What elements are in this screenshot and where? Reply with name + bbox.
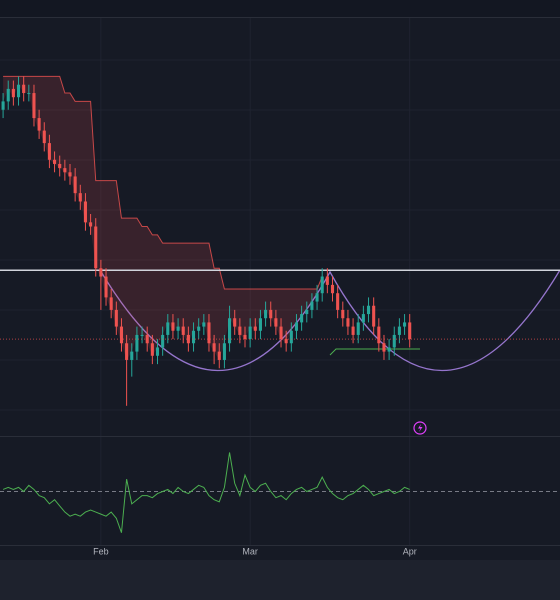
candle-body: [99, 268, 103, 277]
candle-body: [42, 130, 46, 144]
candle-body: [78, 193, 82, 202]
candle-body: [155, 347, 160, 356]
candle-body: [361, 314, 365, 323]
candle-body: [150, 343, 154, 356]
candle-body: [233, 318, 237, 327]
band-line: [3, 75, 323, 290]
candle-body: [264, 309, 268, 319]
candle-body: [238, 326, 242, 335]
candle-body: [202, 322, 206, 327]
cup-pattern: [99, 269, 560, 372]
candle-body: [294, 322, 299, 331]
candle-body: [325, 276, 329, 285]
candle-body: [228, 318, 232, 344]
candle-body: [1, 101, 5, 110]
candle-body: [356, 322, 360, 335]
candle-body: [197, 326, 201, 331]
candle-body: [217, 351, 221, 360]
candle-body: [171, 322, 175, 331]
bottom-bar: [0, 560, 560, 600]
candle-body: [377, 326, 381, 344]
x-tick-label: Apr: [403, 546, 417, 556]
candle-body: [310, 301, 314, 310]
candle-body: [181, 326, 185, 335]
candle-body: [32, 93, 36, 119]
candle-body: [140, 334, 144, 336]
candle-body: [289, 330, 293, 344]
candle-body: [53, 159, 57, 164]
candle-body: [341, 309, 345, 319]
candle-body: [305, 309, 309, 315]
candle-body: [119, 326, 124, 344]
candle-body: [274, 318, 278, 327]
candle-body: [135, 334, 139, 352]
candle-body: [186, 334, 190, 344]
top-bar: [0, 0, 560, 17]
candle-body: [387, 347, 391, 352]
candle-body: [58, 163, 62, 169]
candle-body: [6, 88, 10, 102]
candle-body: [176, 326, 180, 331]
x-tick-label: Feb: [93, 546, 109, 556]
candle-body: [269, 309, 273, 319]
candle-body: [372, 305, 376, 327]
candle-body: [94, 226, 98, 269]
candle-body: [403, 322, 407, 327]
candle-body: [330, 284, 335, 294]
candle-body: [279, 326, 283, 340]
candle-body: [11, 88, 15, 98]
x-tick-label: Mar: [242, 546, 258, 556]
candle-body: [89, 222, 93, 227]
candle-body: [16, 84, 21, 98]
candle-body: [222, 343, 226, 360]
candle-body: [37, 118, 41, 131]
event-icon-bolt: [418, 424, 423, 432]
candle-body: [315, 293, 319, 302]
candle-body: [68, 172, 72, 177]
candle-body: [284, 339, 288, 344]
candle-body: [22, 84, 26, 94]
candle-body: [248, 326, 252, 340]
candle-body: [207, 322, 211, 344]
candle-body: [47, 143, 51, 160]
candle-body: [336, 293, 340, 310]
candle-body: [366, 305, 371, 315]
candle-body: [320, 276, 324, 294]
candle-body: [397, 326, 401, 335]
candle-body: [392, 334, 396, 348]
candle-body: [161, 334, 165, 348]
candle-body: [83, 201, 87, 223]
candle-body: [191, 330, 196, 344]
pattern-base: [329, 348, 420, 356]
candle-body: [166, 322, 170, 335]
candle-body: [114, 309, 118, 327]
candle-body: [130, 351, 134, 360]
candle-body: [300, 314, 304, 323]
candle-body: [27, 93, 31, 95]
candle-body: [125, 343, 129, 360]
candle-body: [63, 168, 67, 173]
candle-body: [382, 343, 386, 352]
candle-body: [104, 276, 108, 298]
candle-body: [212, 343, 216, 352]
candle-body: [351, 326, 355, 335]
candle-body: [243, 334, 247, 340]
candle-body: [73, 176, 77, 194]
candle-body: [258, 318, 262, 331]
candle-body: [408, 322, 412, 340]
candle-body: [253, 326, 257, 331]
candle-body: [109, 297, 113, 310]
event-icon[interactable]: [413, 421, 427, 435]
candle-body: [346, 318, 350, 327]
oscillator-line: [2, 452, 410, 533]
